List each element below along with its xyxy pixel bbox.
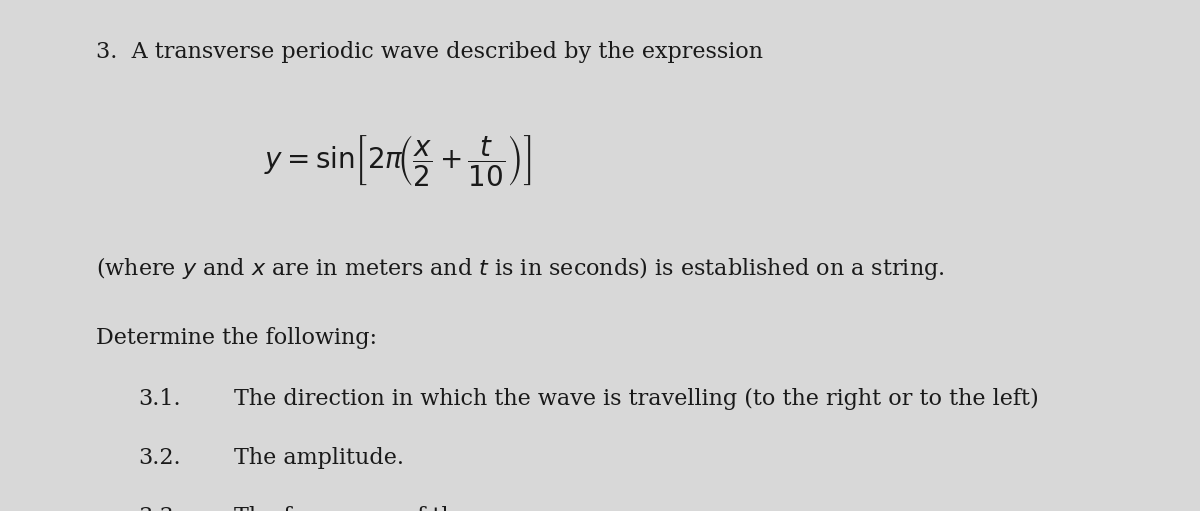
Text: The amplitude.: The amplitude.	[234, 447, 404, 469]
Text: $y = \sin\!\left[2\pi\!\left(\dfrac{x}{2}+\dfrac{t}{10}\right)\right]$: $y = \sin\!\left[2\pi\!\left(\dfrac{x}{2…	[264, 133, 532, 188]
Text: The direction in which the wave is travelling (to the right or to the left): The direction in which the wave is trave…	[234, 388, 1039, 410]
Text: 3.  A transverse periodic wave described by the expression: 3. A transverse periodic wave described …	[96, 41, 763, 63]
Text: (where $y$ and $x$ are in meters and $t$ is in seconds) is established on a stri: (where $y$ and $x$ are in meters and $t$…	[96, 256, 944, 283]
Text: Determine the following:: Determine the following:	[96, 327, 377, 349]
Text: 3.3.: 3.3.	[138, 506, 181, 511]
Text: The frequency of the wave.: The frequency of the wave.	[234, 506, 541, 511]
Text: 3.2.: 3.2.	[138, 447, 181, 469]
Text: 3.1.: 3.1.	[138, 388, 181, 410]
